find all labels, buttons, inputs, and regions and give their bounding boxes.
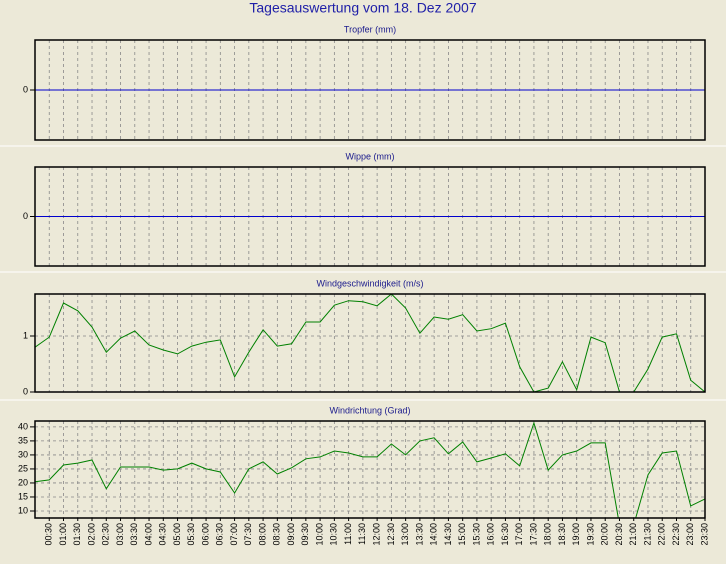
x-tick-label: 15:00 <box>457 523 467 546</box>
x-tick-label: 14:30 <box>443 523 453 546</box>
x-tick-label: 06:00 <box>200 523 210 546</box>
y-tick-label: 35 <box>18 435 28 445</box>
x-tick-label: 11:30 <box>357 523 367 545</box>
x-tick-label: 02:30 <box>101 523 111 546</box>
x-tick-label: 14:00 <box>429 523 439 546</box>
x-tick-label: 23:30 <box>699 523 709 546</box>
y-tick-label: 15 <box>18 491 28 501</box>
data-line <box>35 294 705 392</box>
y-tick-label: 0 <box>23 84 28 94</box>
plot-frame <box>34 166 706 267</box>
x-tick-label: 22:00 <box>657 523 667 546</box>
x-tick-label: 06:30 <box>215 523 225 546</box>
x-tick-label: 08:30 <box>272 523 282 546</box>
y-tick-label: 0 <box>23 211 28 221</box>
x-tick-label: 01:00 <box>58 523 68 546</box>
data-line <box>35 421 705 518</box>
panel-title: Tropfer (mm) <box>344 24 396 34</box>
x-tick-label: 12:00 <box>372 523 382 546</box>
x-tick-label: 02:00 <box>86 523 96 546</box>
x-tick-label: 18:30 <box>557 523 567 546</box>
x-tick-label: 07:00 <box>229 523 239 546</box>
x-tick-label: 16:00 <box>486 523 496 546</box>
x-tick-label: 09:30 <box>300 523 310 546</box>
x-tick-label: 08:00 <box>257 523 267 546</box>
x-tick-label: 07:30 <box>243 523 253 546</box>
y-tick-label: 10 <box>18 505 28 515</box>
x-tick-label: 03:00 <box>115 523 125 546</box>
x-tick-label: 20:30 <box>614 523 624 546</box>
x-tick-label: 23:00 <box>685 523 695 546</box>
y-tick-label: 0 <box>23 386 28 396</box>
plot-frame <box>34 420 706 519</box>
y-tick-label: 1 <box>23 330 28 340</box>
panel-title: Wippe (mm) <box>346 151 395 161</box>
y-tick-label: 25 <box>18 463 28 473</box>
y-tick-label: 30 <box>18 449 28 459</box>
x-tick-label: 01:30 <box>72 523 82 546</box>
x-tick-label: 04:00 <box>143 523 153 546</box>
x-tick-label: 12:30 <box>386 523 396 546</box>
x-tick-label: 16:30 <box>500 523 510 546</box>
panel-title: Windrichtung (Grad) <box>329 405 410 415</box>
y-tick-label: 40 <box>18 421 28 431</box>
plot-frame <box>34 39 706 141</box>
x-tick-label: 04:30 <box>158 523 168 546</box>
x-tick-label: 19:00 <box>571 523 581 546</box>
plot-frame <box>34 293 706 393</box>
page-title: Tagesauswertung vom 18. Dez 2007 <box>249 0 476 16</box>
x-tick-label: 20:00 <box>600 523 610 546</box>
x-tick-label: 03:30 <box>129 523 139 546</box>
x-tick-label: 18:00 <box>543 523 553 546</box>
x-tick-label: 17:30 <box>528 523 538 546</box>
x-tick-label: 21:00 <box>628 523 638 546</box>
x-tick-label: 00:30 <box>44 523 54 546</box>
x-tick-label: 05:00 <box>172 523 182 546</box>
x-tick-label: 19:30 <box>585 523 595 546</box>
x-tick-label: 22:30 <box>671 523 681 546</box>
x-tick-label: 17:00 <box>514 523 524 546</box>
x-tick-label: 21:30 <box>642 523 652 546</box>
x-tick-label: 05:30 <box>186 523 196 546</box>
x-tick-label: 09:00 <box>286 523 296 546</box>
y-tick-label: 20 <box>18 477 28 487</box>
x-tick-label: 13:30 <box>414 523 424 546</box>
panel-title: Windgeschwindigkeit (m/s) <box>316 278 423 288</box>
x-tick-label: 10:30 <box>329 523 339 546</box>
x-tick-label: 10:00 <box>314 523 324 546</box>
x-tick-label: 11:00 <box>343 523 353 545</box>
x-tick-label: 15:30 <box>471 523 481 546</box>
x-tick-label: 13:00 <box>400 523 410 546</box>
